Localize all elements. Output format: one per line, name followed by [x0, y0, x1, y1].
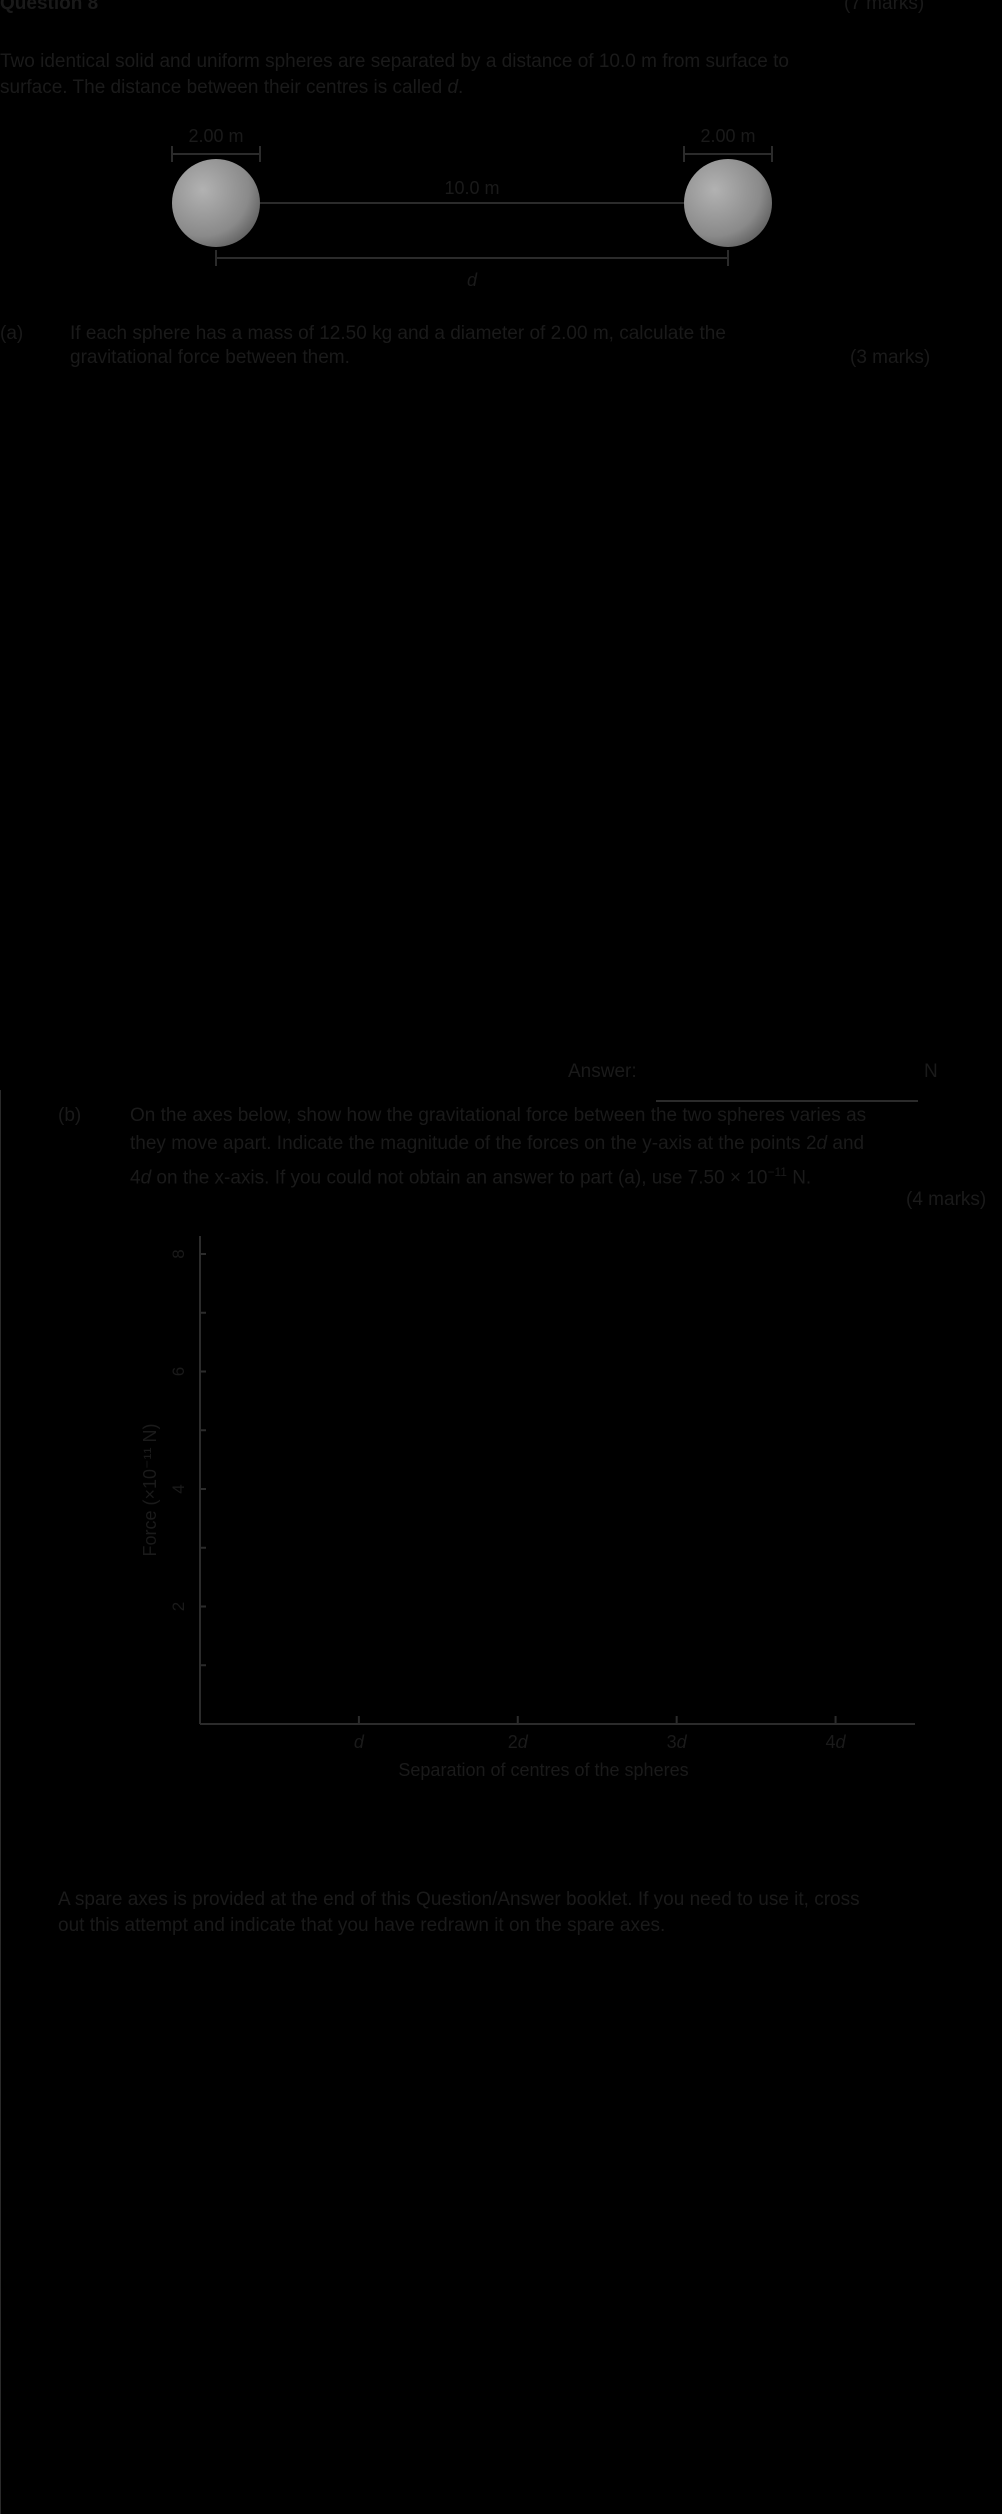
- y-tick-label: 4: [169, 1484, 188, 1493]
- chart-axes: [199, 1236, 915, 1725]
- part-a-label: (a): [0, 323, 24, 344]
- left-sphere: [172, 159, 260, 247]
- part-b-line-3: 4d on the x-axis. If you could not obtai…: [130, 1160, 811, 1190]
- question-marks: (7 marks): [844, 0, 925, 14]
- part-b-line-1: On the axes below, show how the gravitat…: [130, 1105, 867, 1126]
- force-axes-chart[interactable]: 2 4 6 8 d 2d 3d 4d Force (×10⁻¹¹ N) Separation…: [0, 1220, 1002, 1800]
- part-b-line-3-var: d: [140, 1167, 152, 1189]
- part-b-line-2-var: d: [816, 1133, 828, 1154]
- gap-label: 10.0 m: [444, 178, 499, 198]
- x-tick-label: d: [354, 1732, 365, 1752]
- spheres-diagram: 2.00 m 2.00 m 10.0 m d: [171, 126, 773, 290]
- left-diameter-label: 2.00 m: [188, 126, 243, 146]
- y-axis-label: Force (×10⁻¹¹ N): [140, 1423, 160, 1556]
- answer-label: Answer:: [568, 1061, 637, 1082]
- intro-line-1: Two identical solid and uniform spheres …: [0, 51, 789, 72]
- intro-period: .: [458, 77, 464, 98]
- part-b-line-2-end: and: [827, 1133, 865, 1154]
- y-tick-label: 2: [169, 1602, 188, 1611]
- y-ticks: 2 4 6 8: [169, 1249, 206, 1667]
- centre-distance-dimension: [215, 250, 729, 266]
- footer-line-1: A spare axes is provided at the end of t…: [58, 1889, 860, 1910]
- y-tick-label: 8: [169, 1249, 188, 1258]
- part-b-exponent: −11: [767, 1165, 787, 1179]
- centre-distance-label: d: [467, 270, 478, 290]
- x-tick-label: 3d: [667, 1732, 688, 1752]
- left-diameter-dimension: [171, 146, 261, 162]
- x-ticks: d 2d 3d 4d: [354, 1716, 847, 1752]
- part-a-line-2: gravitational force between them.: [70, 347, 350, 368]
- part-b-line-3-unit: N.: [786, 1167, 812, 1189]
- part-a-marks: (3 marks): [850, 347, 931, 368]
- part-a-line-1: If each sphere has a mass of 12.50 kg an…: [70, 323, 726, 344]
- intro-line-2: surface. The distance between their cent…: [0, 76, 463, 100]
- intro-variable: d: [447, 77, 459, 98]
- x-tick-label: 2d: [508, 1732, 529, 1752]
- part-b-marks: (4 marks): [906, 1189, 987, 1210]
- question-title: Question 8: [0, 0, 99, 14]
- x-axis-label: Separation of centres of the spheres: [398, 1760, 688, 1780]
- right-sphere: [684, 159, 772, 247]
- part-b-line-3-text: on the x-axis. If you could not obtain a…: [151, 1167, 768, 1189]
- right-diameter-dimension: [683, 146, 773, 162]
- part-b-line-2-text: they move apart. Indicate the magnitude …: [130, 1133, 817, 1154]
- y-tick-label: 6: [169, 1367, 188, 1376]
- margin-rule: [0, 1090, 1, 2514]
- part-b-line-3-num: 4: [130, 1167, 141, 1189]
- right-diameter-label: 2.00 m: [700, 126, 755, 146]
- footer-line-2: out this attempt and indicate that you h…: [58, 1915, 666, 1936]
- intro-text: surface. The distance between their cent…: [0, 77, 448, 98]
- part-a-working-space[interactable]: [70, 380, 950, 1050]
- part-b-line-2: they move apart. Indicate the magnitude …: [130, 1132, 864, 1156]
- x-tick-label: 4d: [826, 1732, 847, 1752]
- part-b-label: (b): [58, 1105, 82, 1126]
- answer-field[interactable]: [656, 1076, 918, 1102]
- answer-unit: N: [924, 1061, 938, 1082]
